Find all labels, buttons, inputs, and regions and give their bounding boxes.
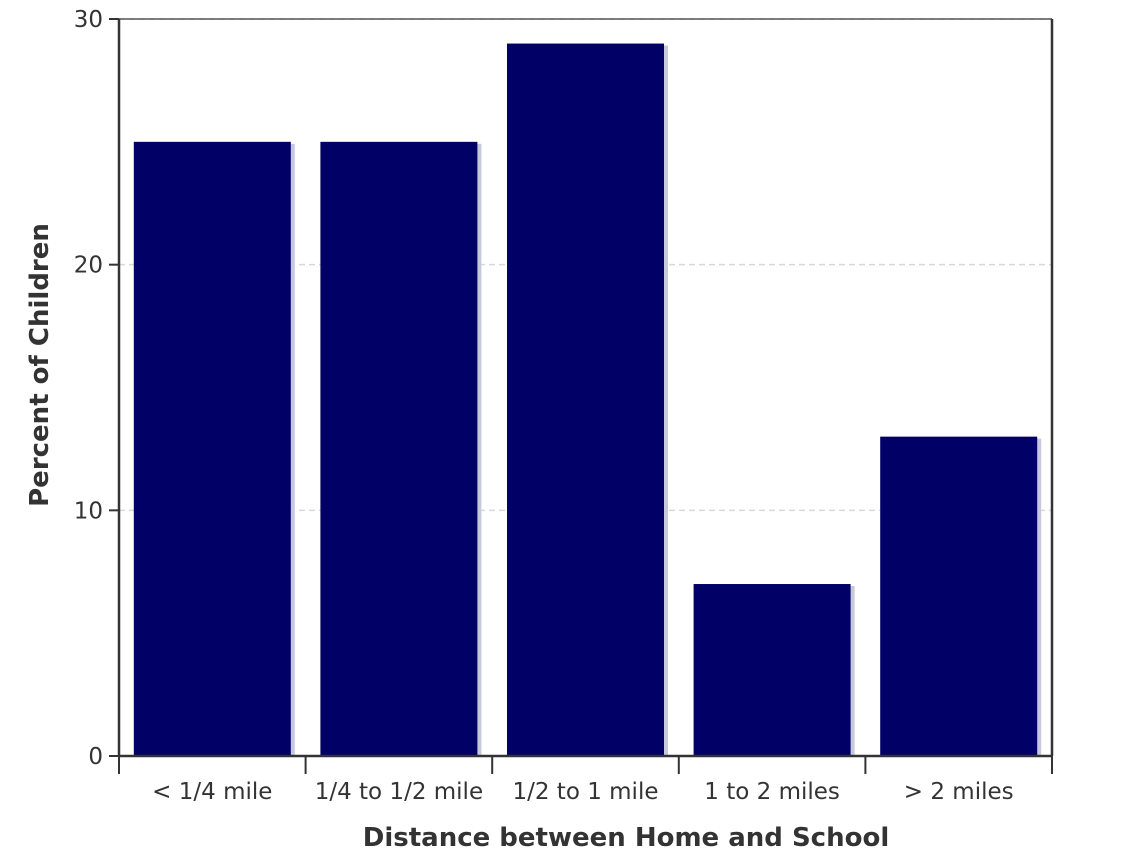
bar [507, 43, 664, 757]
x-axis-title: Distance between Home and School [363, 823, 889, 853]
x-tick-label: 1/4 to 1/2 mile [315, 779, 483, 805]
plot-frame [117, 18, 1054, 758]
x-tick-label: > 2 miles [904, 779, 1014, 805]
y-tick-label: 0 [88, 744, 103, 770]
bars [133, 43, 1042, 757]
y-tick-label: 30 [74, 7, 103, 33]
bar [320, 141, 478, 757]
y-tick-label: 10 [74, 498, 103, 524]
bar [693, 584, 851, 756]
x-axis-ticks: < 1/4 mile 1/4 to 1/2 mile 1/2 to 1 mile 1 … [118, 756, 1053, 805]
y-tick-label: 20 [74, 253, 103, 279]
bar [133, 141, 291, 757]
x-tick-label: < 1/4 mile [152, 779, 272, 805]
x-tick-label: 1 to 2 miles [704, 779, 840, 805]
bar [880, 436, 1038, 756]
y-axis-title: Percent of Children [25, 223, 55, 507]
x-tick-label: 1/2 to 1 mile [512, 779, 658, 805]
y-axis-ticks: 0 10 20 30 [74, 7, 119, 770]
